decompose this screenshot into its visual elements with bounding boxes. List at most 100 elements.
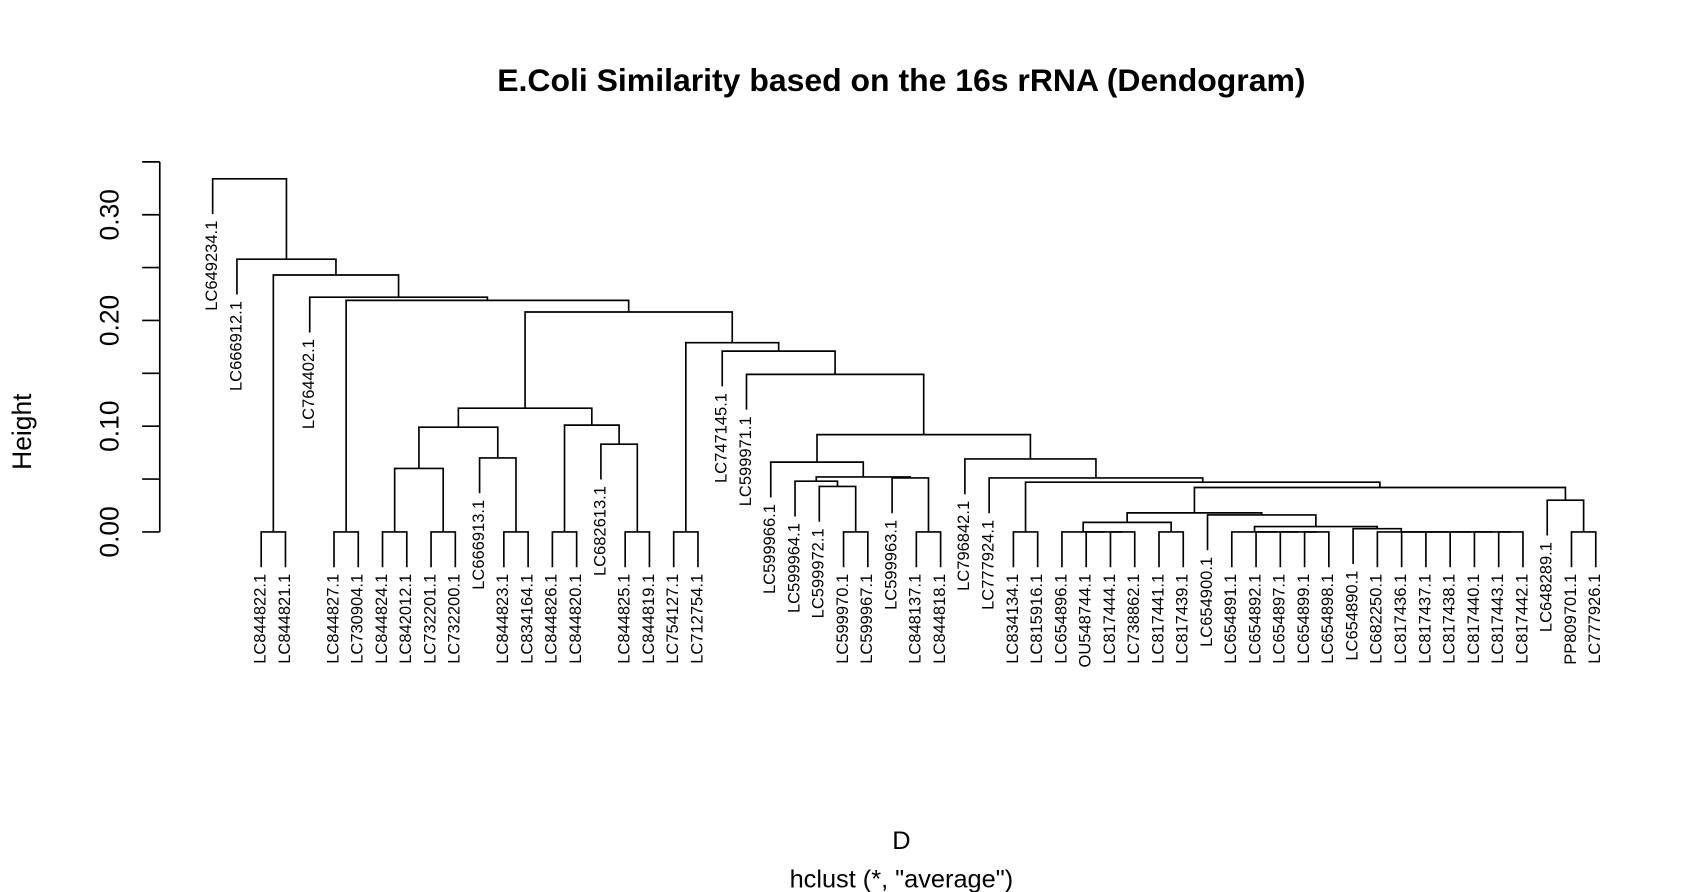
dendrogram-branch — [1546, 499, 1585, 536]
dendrogram-branch — [721, 350, 836, 387]
leaf-label: LC732200.1 — [445, 574, 464, 664]
dendrogram-branch — [1082, 521, 1172, 532]
dendrogram-branch — [1449, 531, 1493, 568]
leaf-label: LC777924.1 — [978, 520, 997, 610]
dendrogram-branch — [1303, 531, 1330, 568]
dendrogram-branch — [1570, 531, 1597, 568]
leaf-label: LC844827.1 — [323, 574, 342, 664]
leaf-label: LC844820.1 — [566, 574, 585, 664]
y-tick-label: 0.10 — [94, 400, 124, 451]
leaf-label: LC844823.1 — [493, 574, 512, 664]
leaf-label: LC666912.1 — [226, 301, 245, 391]
dendrogram-branch — [345, 299, 630, 532]
dendrogram-branch — [1255, 531, 1299, 568]
dendrogram-branch — [988, 477, 1204, 514]
dendrogram-branch — [308, 296, 489, 333]
leaf-label: LC834164.1 — [517, 574, 536, 664]
x-axis-label: D — [892, 827, 910, 855]
dendrogram-branch — [1279, 531, 1317, 568]
leaf-label: LC764402.1 — [299, 339, 318, 429]
leaf-label: LC666913.1 — [469, 500, 488, 590]
leaf-label: LC654896.1 — [1051, 574, 1070, 664]
leaf-label: LC649234.1 — [202, 221, 221, 311]
leaf-label: LC732201.1 — [420, 574, 439, 664]
y-axis-label: Height — [7, 393, 37, 470]
dendrogram-branch — [260, 531, 287, 568]
dendrogram-branch — [236, 258, 337, 295]
leaf-label: LC817441.1 — [1148, 574, 1167, 664]
dendrogram-branch — [503, 531, 529, 568]
dendrogram-branch — [915, 531, 942, 568]
leaf-label: LC654900.1 — [1197, 557, 1216, 647]
dendrogram-branch — [430, 531, 457, 568]
leaf-label: LC599966.1 — [760, 504, 779, 594]
leaf-label: LC599971.1 — [736, 416, 755, 506]
leaf-label: LC848137.1 — [906, 574, 925, 664]
dendrogram-branch — [1193, 486, 1567, 513]
leaf-label: LC599970.1 — [833, 574, 852, 664]
leaf-label: LC712754.1 — [687, 574, 706, 664]
dendrogram-branch — [1425, 531, 1472, 568]
dendrogram-branch — [1024, 481, 1381, 532]
dendrogram-branch — [1061, 531, 1105, 568]
dendrogram-branch — [1109, 531, 1136, 568]
leaf-label: LC599967.1 — [857, 574, 876, 664]
leaf-label: LC796842.1 — [954, 501, 973, 591]
dendrogram-branch — [381, 531, 408, 568]
leaf-label: LC817437.1 — [1415, 574, 1434, 664]
dendrogram-branch — [818, 485, 857, 532]
dendrogram-branch — [1230, 531, 1278, 568]
leaf-label: LC747145.1 — [712, 393, 731, 483]
dendrogram-branch — [1497, 531, 1524, 568]
leaf-label: LC754127.1 — [663, 574, 682, 664]
subtitle: hclust (*, "average") — [790, 866, 1014, 892]
leaf-label: LC817444.1 — [1100, 574, 1119, 664]
leaf-label: LC654898.1 — [1318, 574, 1337, 664]
dendrogram-branch — [551, 531, 578, 568]
dendrogram-branch — [1376, 531, 1426, 568]
dendrogram-branch — [524, 311, 734, 409]
dendrogram-branch — [842, 531, 869, 568]
leaf-label: LC834134.1 — [1003, 574, 1022, 664]
leaf-label: LC682613.1 — [590, 486, 609, 576]
leaf-label: LC777926.1 — [1585, 574, 1604, 664]
leaf-label: LC648289.1 — [1537, 542, 1556, 632]
dendrogram-branch — [393, 467, 445, 532]
leaf-label: LC817436.1 — [1391, 574, 1410, 664]
leaf-label: LC817440.1 — [1464, 574, 1483, 664]
leaf-label: LC654890.1 — [1342, 571, 1361, 661]
leaf-label: LC654897.1 — [1270, 574, 1289, 664]
dendrogram-branch — [418, 426, 499, 469]
dendrogram-branch — [1158, 531, 1185, 568]
leaf-label: LC844822.1 — [251, 574, 270, 664]
dendrogram-branch — [672, 531, 699, 568]
leaf-label: OU548744.1 — [1076, 574, 1095, 668]
y-tick-label: 0.00 — [94, 506, 124, 557]
leaf-label: LC842012.1 — [396, 574, 415, 664]
leaf-label: LC844818.1 — [930, 574, 949, 664]
y-tick-label: 0.30 — [94, 189, 124, 240]
dendrogram-branch — [478, 457, 517, 532]
leaf-label: LC654891.1 — [1221, 574, 1240, 664]
leaf-label: LC817442.1 — [1512, 574, 1531, 664]
y-tick-label: 0.20 — [94, 295, 124, 346]
dendrogram-branch — [272, 274, 400, 532]
leaf-label: LC817443.1 — [1488, 574, 1507, 664]
leaf-label: LC599964.1 — [784, 523, 803, 613]
leaf-label: LC682250.1 — [1367, 574, 1386, 664]
leaf-label: LC844819.1 — [639, 574, 658, 664]
leaf-label: LC738862.1 — [1124, 574, 1143, 664]
leaf-label: LC730904.1 — [348, 574, 367, 664]
dendrogram-branch — [624, 531, 651, 568]
dendrogram-branch — [745, 373, 925, 435]
dendrogram-branch — [1473, 531, 1511, 568]
chart-title: E.Coli Similarity based on the 16s rRNA … — [497, 62, 1305, 98]
leaf-label: LC817439.1 — [1173, 574, 1192, 664]
dendrogram-branch — [333, 531, 360, 568]
dendrogram-branch — [816, 433, 1032, 463]
leaf-label: LC844826.1 — [542, 574, 561, 664]
leaf-label: LC654899.1 — [1294, 574, 1313, 664]
leaf-label: PP809701.1 — [1561, 574, 1580, 665]
